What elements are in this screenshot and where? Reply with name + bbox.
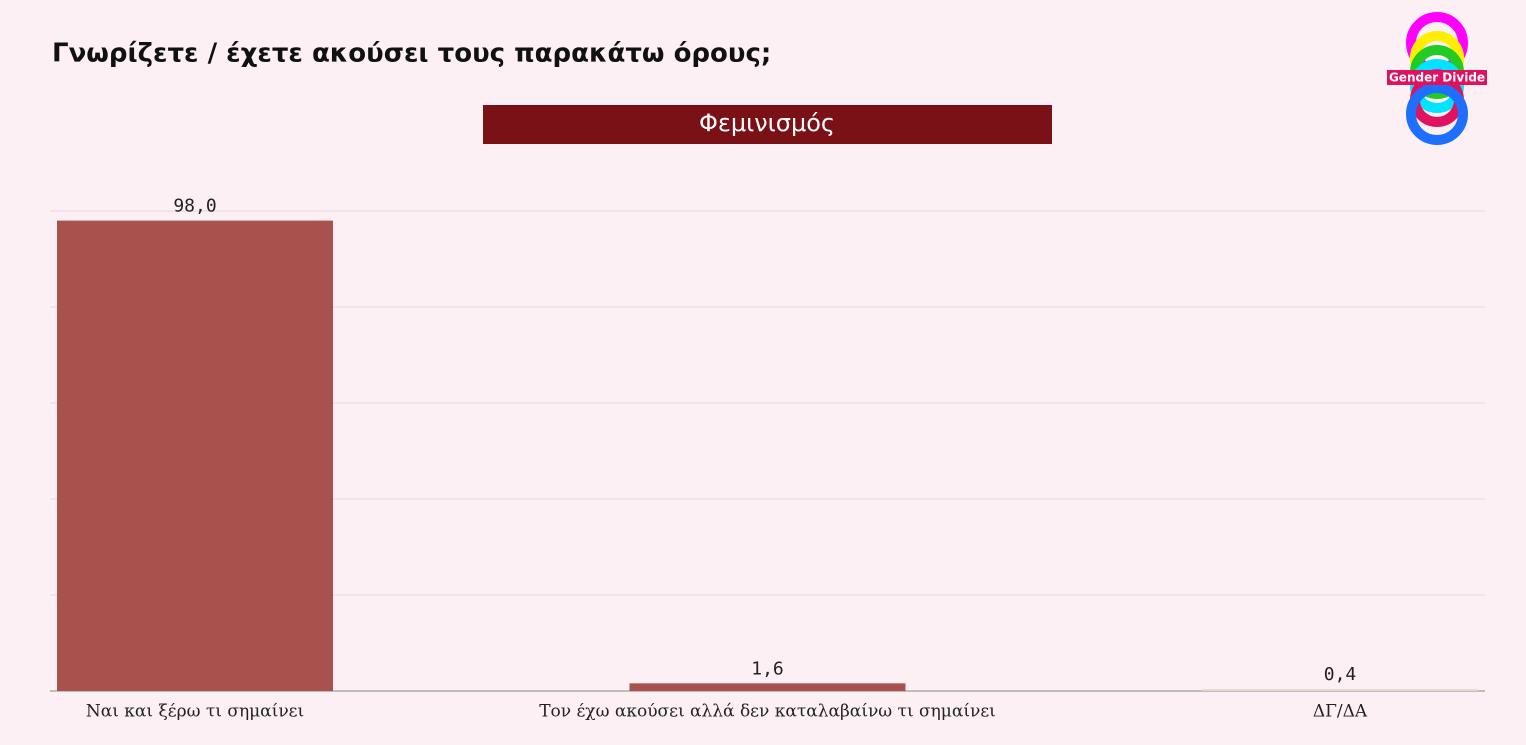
x-tick-label: Τον έχω ακούσει αλλά δεν καταλαβαίνω τι … — [539, 702, 996, 722]
x-tick-label: Ναι και ξέρω τι σημαίνει — [86, 702, 304, 722]
x-tick-label: ΔΓ/ΔΑ — [1313, 702, 1368, 722]
logo: Gender Divide — [1387, 12, 1487, 145]
subtitle-box — [483, 105, 1052, 144]
value-label: 98,0 — [173, 196, 216, 217]
chart-subtitle: Φεμινισμός — [699, 109, 835, 137]
bar — [629, 683, 906, 691]
chart-title: Γνωρίζετε / έχετε ακούσει τους παρακάτω … — [52, 39, 771, 69]
logo-text: Gender Divide — [1389, 71, 1485, 85]
value-label: 0,4 — [1324, 664, 1357, 685]
bar — [57, 220, 333, 691]
value-label: 1,6 — [751, 658, 784, 679]
bar — [1202, 689, 1478, 691]
